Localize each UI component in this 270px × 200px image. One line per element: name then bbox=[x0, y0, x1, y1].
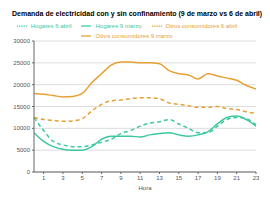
svg-text:11: 11 bbox=[137, 175, 144, 181]
svg-text:7: 7 bbox=[100, 175, 104, 181]
svg-text:30000: 30000 bbox=[13, 38, 30, 44]
svg-text:19: 19 bbox=[214, 175, 221, 181]
svg-text:10000: 10000 bbox=[13, 125, 30, 131]
html-text:Demanda de electricidad con y: Demanda de electricidad con y sin confin… bbox=[12, 10, 263, 17]
html-text:Hogares 6 abril: Hogares 6 abril bbox=[30, 22, 72, 29]
svg-text:9: 9 bbox=[119, 175, 123, 181]
svg-text:5000: 5000 bbox=[17, 147, 31, 153]
svg-text:15000: 15000 bbox=[13, 104, 30, 110]
html-text:Otros consumidores 9 marzo: Otros consumidores 9 marzo bbox=[95, 32, 173, 39]
svg-text:21: 21 bbox=[233, 175, 240, 181]
svg-text:Hora: Hora bbox=[138, 185, 152, 191]
svg-text:5: 5 bbox=[81, 175, 85, 181]
svg-text:15: 15 bbox=[175, 175, 182, 181]
svg-text:17: 17 bbox=[195, 175, 202, 181]
svg-text:13: 13 bbox=[156, 175, 163, 181]
svg-text:20000: 20000 bbox=[13, 82, 30, 88]
svg-text:1: 1 bbox=[42, 175, 46, 181]
svg-text:0: 0 bbox=[27, 169, 31, 175]
svg-text:3: 3 bbox=[61, 175, 65, 181]
svg-text:25000: 25000 bbox=[13, 60, 30, 66]
html-text:Otros consumidores 6 abril: Otros consumidores 6 abril bbox=[165, 22, 238, 29]
html-text:Hogares 9 marzo: Hogares 9 marzo bbox=[95, 22, 142, 29]
svg-text:23: 23 bbox=[253, 175, 260, 181]
